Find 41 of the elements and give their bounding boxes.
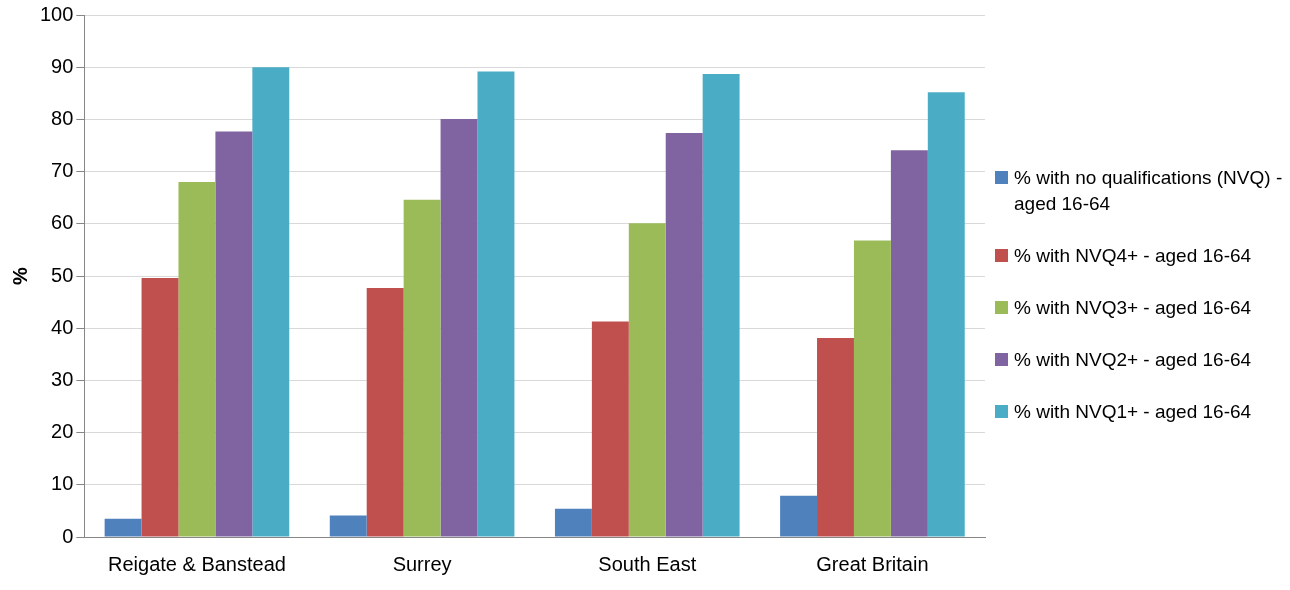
bar — [104, 518, 142, 537]
bar — [252, 67, 290, 537]
x-tick-label: Reigate & Banstead — [107, 552, 286, 575]
bar — [853, 240, 891, 537]
legend-label: % with NVQ3+ - aged 16-64 — [1014, 296, 1252, 320]
y-tick-label: 90 — [51, 54, 74, 77]
y-tick-label: 20 — [51, 420, 74, 443]
legend-label: % with NVQ2+ - aged 16-64 — [1014, 348, 1252, 372]
bar — [477, 71, 515, 537]
y-tick-label: 30 — [51, 367, 74, 390]
legend-label: % with NVQ1+ - aged 16-64 — [1014, 400, 1252, 424]
y-tick-label: 40 — [51, 315, 74, 338]
bar — [890, 150, 928, 537]
bar — [591, 321, 629, 537]
legend-label: % with NVQ4+ - aged 16-64 — [1014, 244, 1252, 268]
x-tick-label: South East — [598, 552, 697, 575]
bar — [141, 278, 179, 537]
y-tick-label: 100 — [39, 2, 74, 25]
y-tick-label: 70 — [51, 159, 74, 182]
bar — [178, 182, 216, 537]
bar — [665, 132, 703, 537]
bar — [628, 223, 666, 537]
bar — [554, 508, 592, 537]
bar — [780, 495, 818, 537]
bar — [329, 515, 367, 537]
y-tick-label: 80 — [51, 106, 74, 129]
legend-label: % with no qualifications (NVQ) - aged 16-64 — [1014, 166, 1284, 216]
y-tick-label: 50 — [51, 263, 74, 286]
bar — [817, 338, 854, 537]
y-tick-label: 60 — [51, 211, 74, 234]
y-tick-label: 0 — [62, 524, 74, 547]
y-axis-title: % — [8, 266, 31, 285]
x-tick-label: Great Britain — [816, 552, 929, 575]
bar — [440, 118, 478, 537]
bar — [927, 92, 965, 537]
bar — [702, 73, 740, 537]
x-tick-label: Surrey — [392, 552, 452, 575]
bar — [215, 131, 253, 537]
bar — [366, 288, 404, 537]
y-tick-label: 10 — [51, 472, 74, 495]
bar — [403, 199, 441, 537]
